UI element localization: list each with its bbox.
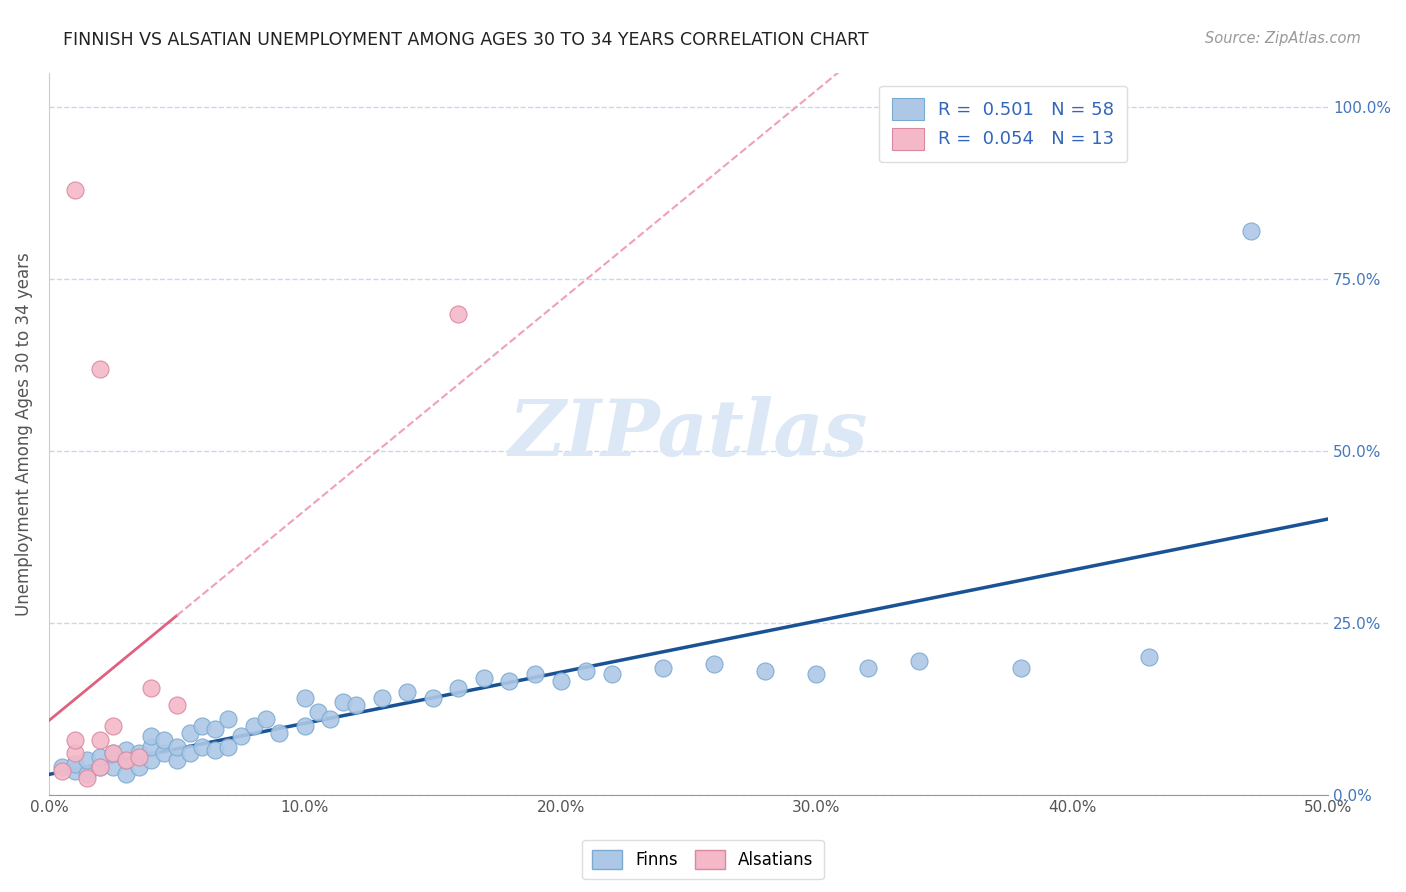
Point [1137, 650, 1160, 665]
Point [89, 750, 111, 764]
Point [76, 767, 98, 781]
Point [447, 307, 470, 321]
Point [128, 760, 150, 774]
Point [51, 764, 73, 778]
Point [907, 654, 929, 668]
Point [447, 681, 470, 695]
Point [89, 361, 111, 376]
Point [370, 691, 392, 706]
Point [89, 760, 111, 774]
Legend: Finns, Alsatians: Finns, Alsatians [582, 840, 824, 880]
Point [166, 698, 188, 713]
Point [76, 753, 98, 767]
Point [217, 712, 239, 726]
Point [141, 729, 163, 743]
Point [63, 747, 86, 761]
Point [101, 719, 124, 733]
Point [652, 660, 675, 674]
Point [63, 764, 86, 778]
Point [575, 664, 598, 678]
Point [114, 753, 136, 767]
Point [153, 747, 176, 761]
Point [101, 760, 124, 774]
Point [242, 719, 264, 733]
Point [128, 747, 150, 761]
Point [550, 674, 572, 689]
Point [294, 691, 316, 706]
Point [114, 753, 136, 767]
Point [217, 739, 239, 754]
Point [254, 712, 277, 726]
Point [63, 732, 86, 747]
Point [101, 747, 124, 761]
Point [191, 739, 214, 754]
Point [396, 684, 419, 698]
Point [307, 705, 329, 719]
Point [600, 667, 623, 681]
Text: ZIPatlas: ZIPatlas [509, 395, 869, 472]
Point [472, 671, 495, 685]
Point [63, 756, 86, 771]
Point [179, 747, 201, 761]
Point [204, 723, 226, 737]
Point [806, 667, 828, 681]
Point [89, 760, 111, 774]
Point [294, 719, 316, 733]
Point [101, 747, 124, 761]
Point [141, 739, 163, 754]
Point [856, 660, 879, 674]
Point [51, 760, 73, 774]
Point [141, 681, 163, 695]
Point [153, 732, 176, 747]
Point [114, 743, 136, 757]
Point [114, 767, 136, 781]
Text: FINNISH VS ALSATIAN UNEMPLOYMENT AMONG AGES 30 TO 34 YEARS CORRELATION CHART: FINNISH VS ALSATIAN UNEMPLOYMENT AMONG A… [63, 31, 869, 49]
Point [229, 729, 252, 743]
Legend: R =  0.501   N = 58, R =  0.054   N = 13: R = 0.501 N = 58, R = 0.054 N = 13 [879, 86, 1128, 162]
Point [319, 712, 342, 726]
Point [332, 695, 354, 709]
Point [179, 726, 201, 740]
Point [128, 750, 150, 764]
Point [204, 743, 226, 757]
Point [524, 667, 547, 681]
Point [422, 691, 444, 706]
Text: Source: ZipAtlas.com: Source: ZipAtlas.com [1205, 31, 1361, 46]
Point [269, 726, 291, 740]
Y-axis label: Unemployment Among Ages 30 to 34 years: Unemployment Among Ages 30 to 34 years [15, 252, 32, 615]
Point [344, 698, 367, 713]
Point [76, 771, 98, 785]
Point [191, 719, 214, 733]
Point [703, 657, 725, 672]
Point [1240, 224, 1263, 238]
Point [89, 732, 111, 747]
Point [141, 753, 163, 767]
Point [166, 753, 188, 767]
Point [754, 664, 776, 678]
Point [1010, 660, 1032, 674]
Point [498, 674, 520, 689]
Point [166, 739, 188, 754]
Point [63, 183, 86, 197]
